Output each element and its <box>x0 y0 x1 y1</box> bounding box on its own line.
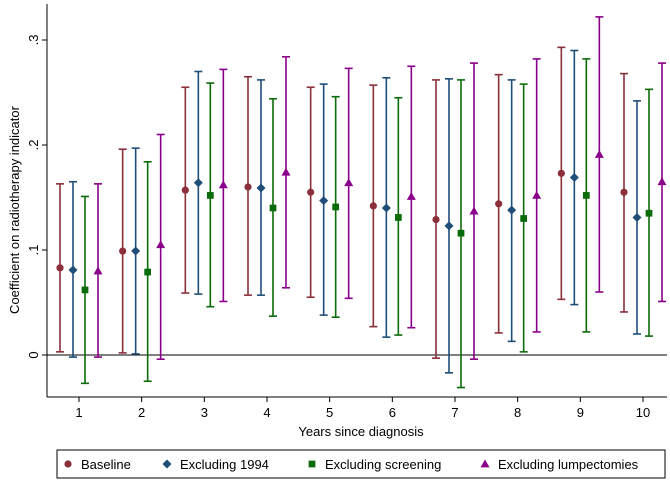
y-tick-label: .3 <box>26 35 41 46</box>
x-axis-label: Years since diagnosis <box>298 424 424 439</box>
series-excluding-screening <box>81 58 653 389</box>
legend-marker-triangle-icon <box>480 459 490 468</box>
x-tick-label: 7 <box>451 405 458 420</box>
point-marker <box>119 247 127 255</box>
point-marker <box>307 188 315 196</box>
point-marker <box>344 178 354 187</box>
y-tick-label: .2 <box>26 140 41 151</box>
point-marker <box>469 206 479 215</box>
point-marker <box>645 209 653 217</box>
point-marker <box>394 214 402 221</box>
point-marker <box>569 173 579 183</box>
legend-label: Excluding screening <box>325 457 441 472</box>
point-marker <box>369 202 377 210</box>
point-marker <box>557 169 565 177</box>
point-marker <box>657 177 667 186</box>
legend-marker-diamond-icon <box>162 459 172 469</box>
point-marker <box>218 180 228 189</box>
point-marker <box>181 186 189 194</box>
legend-item: Excluding lumpectomies <box>480 457 639 472</box>
x-tick-label: 8 <box>514 405 521 420</box>
point-marker <box>495 200 503 208</box>
axes-group: 0 .1 .2 .3 1 2 3 4 5 6 7 8 9 10 <box>26 4 667 420</box>
point-marker <box>281 167 291 176</box>
point-marker <box>131 246 141 256</box>
series-excluding-lumpectomies <box>93 16 667 361</box>
point-marker <box>620 188 628 196</box>
point-marker <box>206 192 214 199</box>
point-marker <box>81 286 89 294</box>
series-baseline <box>56 46 628 359</box>
legend-item: Excluding screening <box>308 457 441 472</box>
x-tick-label: 5 <box>326 405 333 420</box>
point-marker <box>520 215 528 222</box>
point-marker <box>632 212 642 222</box>
legend-marker-circle-icon <box>64 460 72 468</box>
legend-marker-square-icon <box>308 460 316 468</box>
point-marker <box>332 203 340 211</box>
point-marker <box>457 229 465 237</box>
x-tick-label: 9 <box>577 405 584 420</box>
legend-box <box>56 449 666 479</box>
x-tick-label: 6 <box>389 405 396 420</box>
point-marker <box>582 192 590 199</box>
point-marker <box>93 266 103 275</box>
series-excluding-1994 <box>68 49 642 374</box>
y-tick-label: .1 <box>26 245 41 256</box>
legend: Baseline Excluding 1994 Excluding screenin… <box>56 449 666 479</box>
point-marker <box>193 178 203 188</box>
point-marker <box>432 215 440 224</box>
point-marker <box>56 264 64 272</box>
point-marker <box>269 204 277 212</box>
point-marker <box>156 240 166 249</box>
point-marker <box>244 183 252 191</box>
point-marker <box>256 183 266 193</box>
point-marker <box>532 190 542 199</box>
x-tick-label: 3 <box>201 405 208 420</box>
point-marker <box>406 191 416 200</box>
point-marker <box>144 268 152 276</box>
series-group <box>56 16 667 389</box>
x-tick-label: 4 <box>263 405 270 420</box>
legend-label: Excluding 1994 <box>180 457 269 472</box>
point-marker <box>68 265 78 275</box>
point-marker <box>381 203 391 213</box>
point-marker <box>507 205 517 215</box>
x-tick-label: 2 <box>138 405 145 420</box>
y-axis-label: Coefficient on radiotherapy indicator <box>7 105 22 314</box>
point-marker <box>594 149 604 158</box>
legend-label: Excluding lumpectomies <box>498 457 639 472</box>
point-marker <box>319 196 329 206</box>
legend-item: Baseline <box>64 457 131 472</box>
legend-label: Baseline <box>81 457 131 472</box>
point-marker <box>444 221 454 231</box>
y-tick-label: 0 <box>26 351 41 358</box>
legend-item: Excluding 1994 <box>162 457 269 472</box>
x-tick-label: 10 <box>636 405 650 420</box>
x-tick-label: 1 <box>75 405 82 420</box>
